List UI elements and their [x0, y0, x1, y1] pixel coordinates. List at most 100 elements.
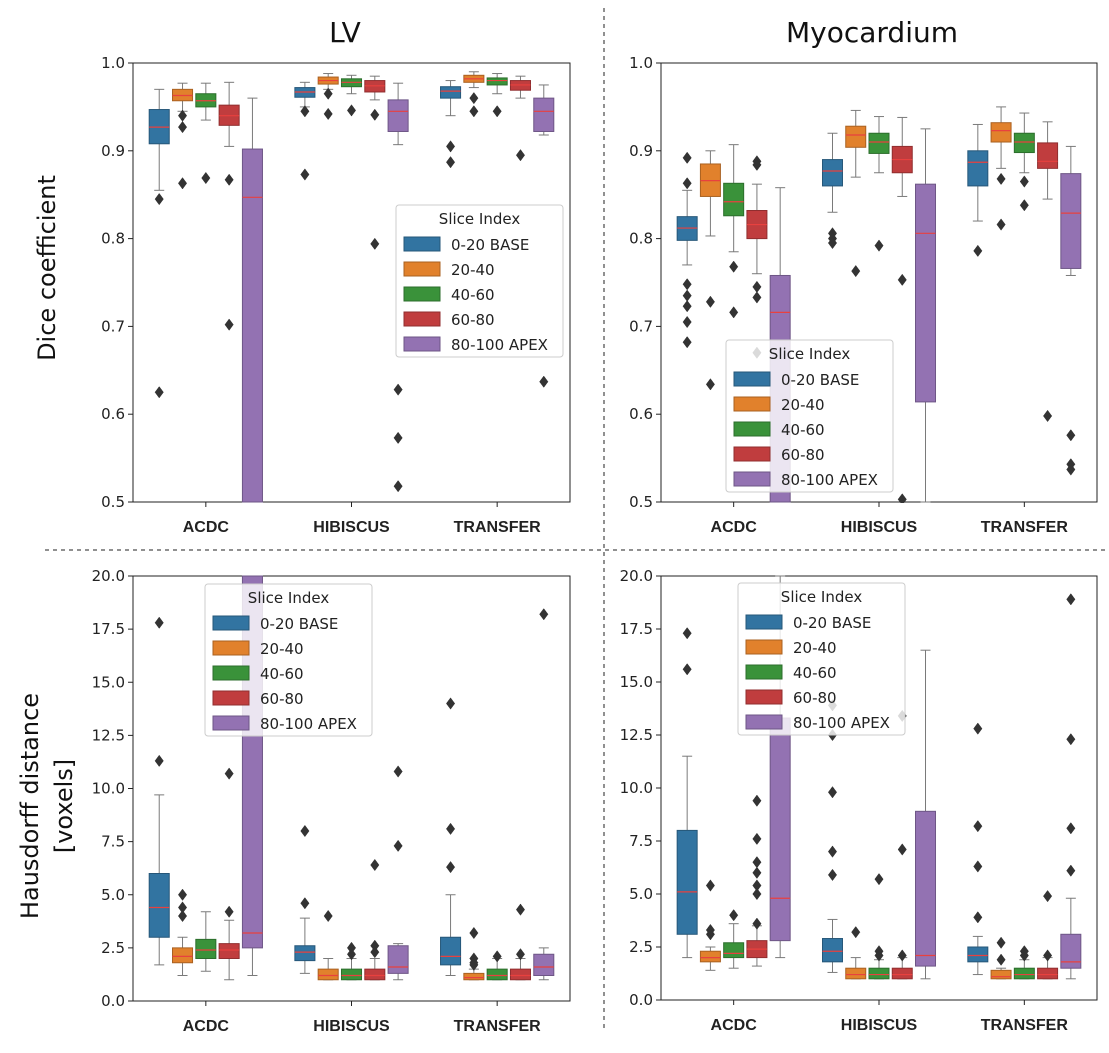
outlier-point — [897, 493, 907, 503]
outlier-point — [1066, 593, 1076, 606]
legend-entry-label: 40-60 — [781, 421, 825, 439]
y-tick-label: 0.9 — [101, 142, 125, 160]
outlier-point — [729, 306, 739, 319]
plot-area — [676, 575, 1082, 980]
y-tick-label: 2.5 — [101, 939, 125, 957]
legend-entry-label: 60-80 — [793, 689, 837, 707]
box-20-40 — [172, 947, 194, 964]
outlier-point — [393, 839, 403, 852]
y-tick-label: 10.0 — [620, 779, 653, 797]
legend: Slice Index 0-20 BASE 20-40 40-60 60-80 80-10… — [395, 204, 564, 358]
box-20-40 — [317, 968, 339, 981]
outlier-point — [752, 158, 762, 171]
row-label-dice: Dice coefficient — [33, 175, 61, 361]
outlier-point — [827, 236, 838, 250]
y-tick-label: 5.0 — [101, 886, 125, 904]
outlier-point — [393, 480, 403, 493]
box-80-100-apex — [533, 953, 555, 976]
legend-swatch — [745, 639, 783, 655]
outlier-point — [492, 105, 502, 118]
box-20-40 — [845, 967, 867, 980]
box-80-100-apex — [915, 810, 937, 967]
legend-swatch — [745, 714, 783, 730]
x-category-label: TRANSFER — [981, 1017, 1069, 1034]
outlier-point — [973, 860, 983, 873]
outlier-point — [729, 909, 739, 922]
outlier-point — [705, 928, 715, 941]
outlier-point — [370, 237, 380, 250]
legend-swatch — [403, 261, 441, 277]
legend-entry-label: 80-100 APEX — [781, 471, 878, 489]
legend-swatch — [733, 396, 771, 412]
legend-swatch — [745, 664, 783, 680]
outlier-point — [874, 239, 884, 252]
outlier-point — [897, 843, 907, 856]
y-tick-label: 15.0 — [620, 673, 653, 691]
outlier-point — [178, 888, 188, 901]
outlier-point — [515, 948, 525, 961]
box-40-60 — [1013, 967, 1035, 980]
x-category-label: ACDC — [711, 1017, 758, 1034]
y-tick-label: 5.0 — [629, 885, 653, 903]
legend-swatch — [403, 236, 441, 252]
legend-entry-label: 0-20 BASE — [793, 614, 871, 632]
outlier-point — [682, 300, 692, 313]
legend-swatch — [733, 421, 771, 437]
outlier-point — [323, 107, 333, 121]
outlier-point — [370, 858, 380, 872]
legend-entry-label: 0-20 BASE — [781, 371, 859, 389]
y-tick-label: 0.5 — [101, 493, 125, 511]
outlier-point — [1019, 949, 1029, 962]
outlier-point — [469, 926, 479, 940]
outlier-point — [752, 887, 762, 901]
box-0-20-base — [967, 150, 989, 187]
legend-swatch — [212, 665, 250, 681]
legend-title: Slice Index — [781, 588, 863, 606]
y-tick-label: 0.8 — [629, 230, 653, 248]
box-80-100-apex — [1060, 933, 1082, 969]
outlier-point — [515, 149, 525, 162]
outlier-point — [1066, 429, 1076, 442]
outlier-point — [973, 820, 983, 833]
outlier-point — [752, 794, 762, 807]
outlier-point — [323, 87, 333, 100]
outlier-point — [492, 950, 502, 963]
box-80-100-apex — [533, 97, 555, 132]
x-category-label: ACDC — [183, 1018, 230, 1035]
outlier-point — [393, 383, 403, 396]
legend-entry-label: 80-100 APEX — [793, 714, 890, 732]
box-20-40 — [699, 950, 721, 963]
legend-swatch — [403, 286, 441, 302]
legend-entry-label: 20-40 — [451, 261, 495, 279]
outlier-point — [1066, 463, 1076, 476]
outlier-point — [1019, 199, 1029, 212]
outlier-point — [1066, 864, 1076, 877]
box-80-100-apex — [241, 148, 263, 503]
legend-swatch — [403, 336, 441, 352]
outlier-point — [705, 378, 715, 391]
outlier-point — [370, 946, 380, 959]
outlier-point — [469, 105, 479, 118]
outlier-point — [996, 953, 1006, 966]
box-80-100-apex — [387, 945, 409, 974]
legend-title: Slice Index — [439, 210, 521, 228]
outlier-point — [682, 151, 692, 164]
box-0-20-base — [967, 946, 989, 963]
outlier-point — [178, 909, 188, 923]
outlier-point — [370, 108, 380, 121]
legend-entry-label: 40-60 — [451, 286, 495, 304]
outlier-point — [1066, 733, 1076, 746]
plot-area — [148, 71, 555, 503]
legend-swatch — [212, 690, 250, 706]
outlier-point — [897, 949, 907, 962]
y-tick-label: 0.9 — [629, 142, 653, 160]
outlier-point — [752, 832, 762, 845]
box-0-20-base — [821, 938, 843, 963]
outlier-point — [874, 873, 884, 886]
box-80-100-apex — [915, 183, 937, 403]
y-tick-label: 7.5 — [101, 833, 125, 851]
box-80-100-apex — [387, 99, 409, 132]
box-0-20-base — [294, 945, 316, 962]
outlier-point — [996, 936, 1006, 949]
